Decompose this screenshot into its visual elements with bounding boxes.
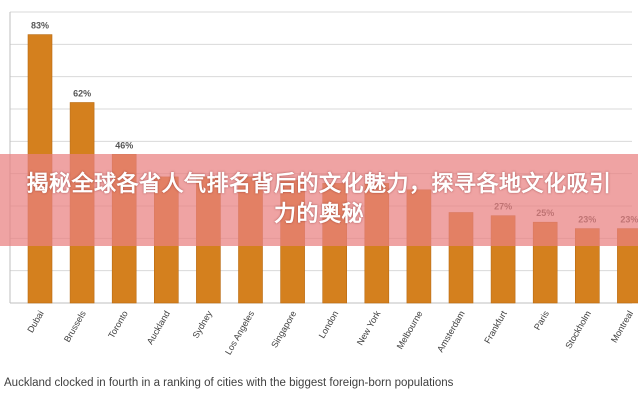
category-label: Montreal bbox=[609, 309, 635, 344]
value-label: 46% bbox=[115, 140, 133, 150]
category-label: Dubai bbox=[25, 309, 45, 334]
value-label: 62% bbox=[73, 89, 91, 99]
category-label: Los Angeles bbox=[223, 309, 256, 357]
category-label: Amsterdam bbox=[435, 309, 467, 354]
category-label: Toronto bbox=[106, 309, 130, 340]
title-banner: 揭秘全球各省人气排名背后的文化魅力，探寻各地文化吸引力的奥秘 bbox=[0, 154, 638, 246]
category-label: Brussels bbox=[62, 309, 88, 344]
category-label: Paris bbox=[532, 309, 551, 332]
category-label: Frankfurt bbox=[482, 309, 509, 346]
value-label: 83% bbox=[31, 21, 49, 31]
category-label: Stockholm bbox=[563, 309, 593, 350]
category-labels: Dubai Brussels Toronto Auckland Sydney Los An… bbox=[25, 309, 635, 357]
figure-caption: Auckland clocked in fourth in a ranking … bbox=[4, 377, 454, 389]
category-label: Auckland bbox=[145, 309, 172, 346]
category-label: London bbox=[317, 309, 341, 340]
category-label: New York bbox=[355, 309, 383, 347]
category-label: Singapore bbox=[269, 309, 298, 350]
banner-title: 揭秘全球各省人气排名背后的文化魅力，探寻各地文化吸引力的奥秘 bbox=[26, 172, 612, 227]
category-label: Sydney bbox=[190, 309, 214, 340]
category-label: Melbourne bbox=[395, 309, 425, 351]
